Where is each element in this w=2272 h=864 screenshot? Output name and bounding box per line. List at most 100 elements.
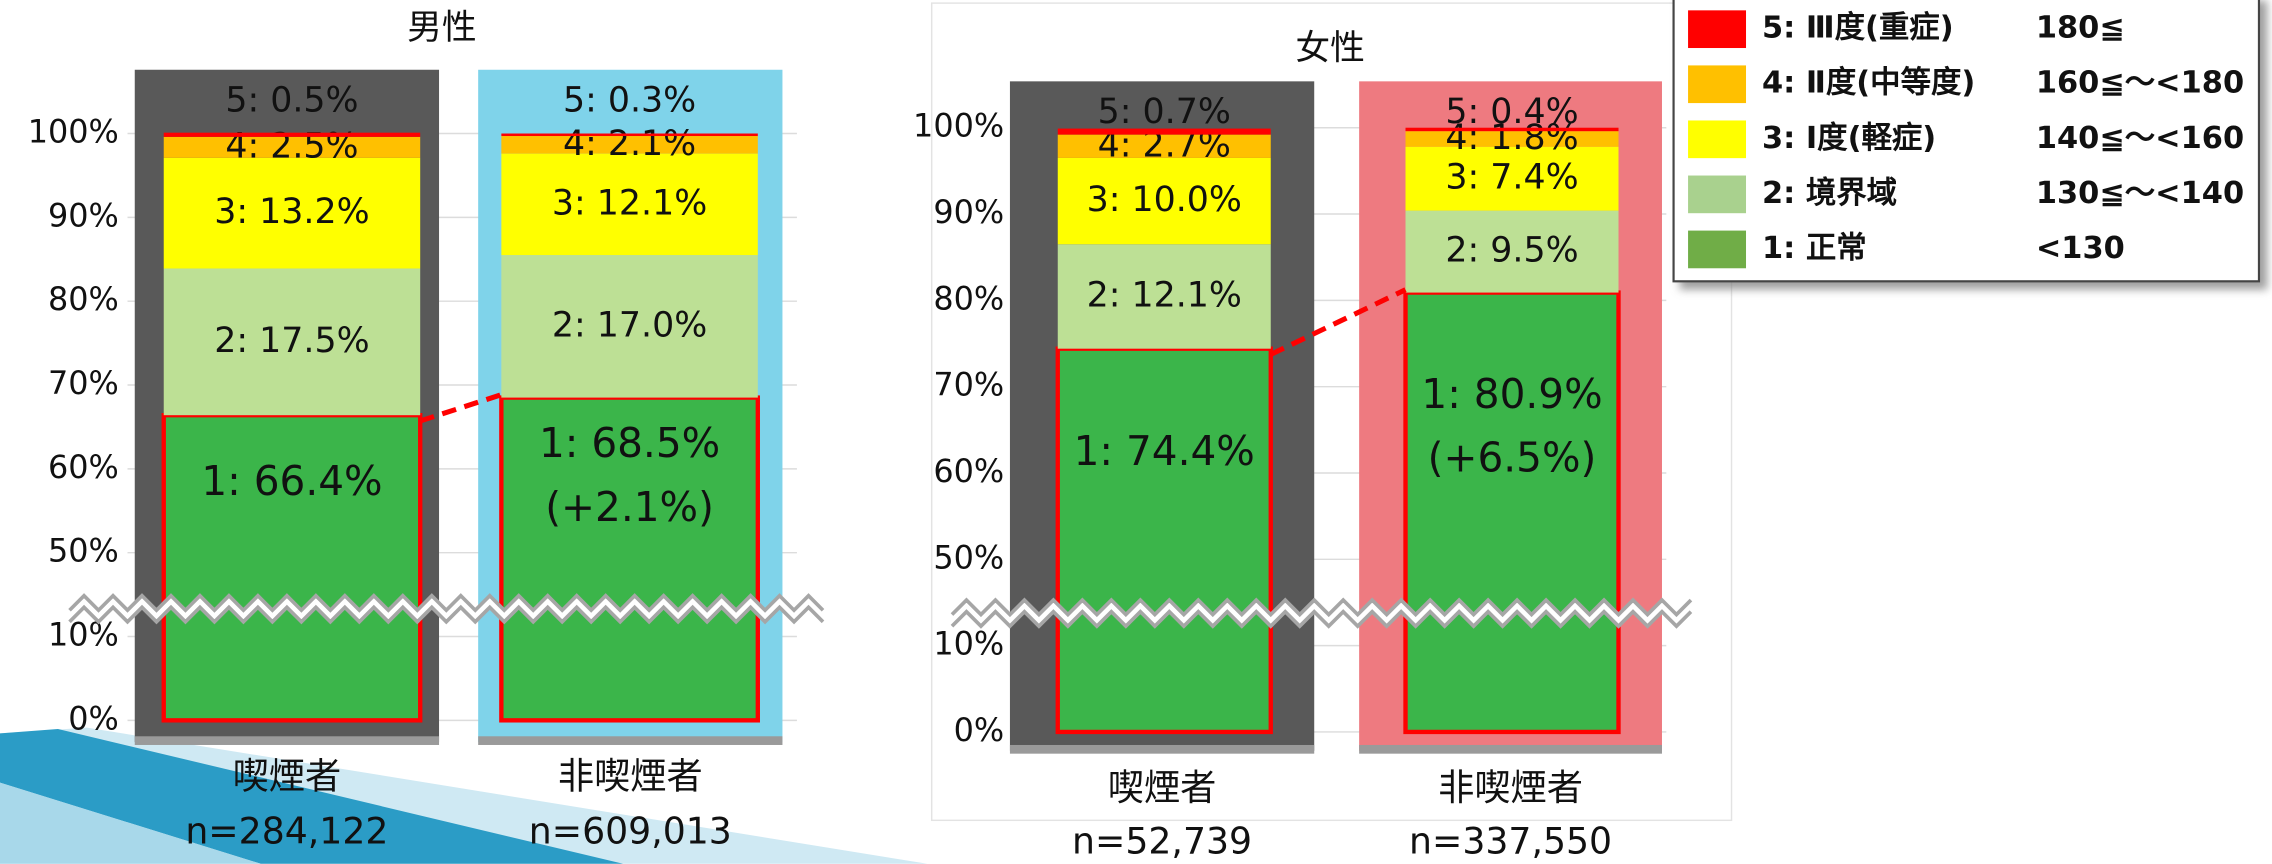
axis-break-fill [69, 595, 824, 622]
legend-swatch [1688, 65, 1747, 104]
y-tick-label: 50% [933, 538, 1004, 576]
y-tick-label: 80% [48, 280, 119, 318]
value-label: 2: 9.5% [1445, 231, 1578, 271]
y-tick-label: 10% [933, 625, 1004, 663]
legend-label: 3: Ⅰ度(軽症) [1762, 121, 1936, 156]
value-label: 5: 0.7% [1098, 92, 1231, 132]
legend-box [1672, 0, 2261, 283]
legend-range: 160≦～<180 [2036, 66, 2244, 101]
value-label: 5: 0.4% [1445, 92, 1578, 132]
bar-segment [501, 153, 758, 256]
bar-segment [1403, 290, 1621, 735]
value-label: 5: 0.5% [225, 81, 358, 121]
bar-segment [1055, 346, 1273, 735]
chart-title: 女性 [1295, 28, 1365, 68]
axis-base [1359, 744, 1662, 754]
bar-segment [501, 133, 758, 137]
legend-label: 1: 正常 [1762, 231, 1867, 266]
x-tick-label: 非喫煙者 [1438, 766, 1583, 809]
y-tick-label: 60% [48, 448, 119, 486]
value-label: 1: 80.9% [1421, 370, 1602, 418]
y-tick-label: 0% [954, 711, 1005, 749]
axis-break [68, 593, 825, 613]
x-tick-label: 非喫煙者 [558, 754, 703, 797]
chart: 女性 0% 10% 50% 60% 70% 80% 90% 100% 1: 74.4% 2: 12.… [913, 28, 1693, 863]
y-tick-label: 0% [68, 699, 119, 737]
y-tick-label: 100% [913, 107, 1004, 145]
legend-swatch [1688, 10, 1747, 49]
value-label: 3: 10.0% [1087, 180, 1242, 220]
bar-segment [1405, 146, 1619, 211]
legend-label: 5: Ⅲ度(重症) [1762, 11, 1954, 46]
legend-range: 180≦ [2036, 11, 2125, 46]
axis-break [950, 609, 1693, 629]
value-label: 1: 68.5% [539, 419, 720, 467]
legend: 5: Ⅲ度(重症) 180≦ 4: Ⅱ度(中等度) 160≦～<180 3: Ⅰ度(軽症… [1672, 0, 2261, 283]
value-label: 5: 0.3% [563, 81, 696, 121]
axis-base [134, 736, 440, 745]
bar-segment [163, 136, 421, 158]
legend-range: <130 [2036, 231, 2125, 266]
legend-swatch [1688, 175, 1747, 214]
sample-size: n=337,550 [1409, 820, 1612, 863]
axis-base [1009, 744, 1315, 754]
axis-break-fill [951, 600, 1691, 627]
y-tick-label: 50% [48, 532, 119, 570]
legend-swatch [1688, 230, 1747, 269]
axis-break [68, 604, 825, 625]
sample-size: n=609,013 [529, 809, 732, 852]
bar-segment [1057, 128, 1271, 135]
value-label: 2: 12.1% [1087, 275, 1242, 315]
legend-label: 4: Ⅱ度(中等度) [1762, 65, 1975, 101]
connector [419, 392, 503, 424]
y-tick-label: 10% [48, 616, 119, 654]
y-tick-label: 80% [933, 279, 1004, 317]
y-tick-label: 90% [48, 196, 119, 234]
annotation: (+6.5%) [1428, 434, 1597, 482]
bar-segment [501, 136, 758, 154]
y-tick-label: 100% [28, 113, 119, 151]
value-label: 4: 2.1% [563, 124, 696, 164]
x-tick-label: 喫煙者 [233, 754, 342, 797]
bar-segment [163, 132, 421, 137]
x-tick-label: 喫煙者 [1108, 766, 1217, 809]
value-label: 3: 13.2% [214, 192, 369, 232]
bar-segment [1405, 127, 1619, 132]
sample-size: n=52,739 [1072, 820, 1252, 863]
value-label: 4: 1.8% [1445, 118, 1578, 158]
y-tick-label: 70% [933, 366, 1004, 404]
legend-range: 130≦～<140 [2036, 176, 2244, 211]
value-label: 3: 12.1% [552, 183, 707, 223]
decoration [0, 729, 624, 864]
legend-range: 140≦～<160 [2036, 121, 2244, 156]
value-label: 1: 66.4% [201, 457, 382, 505]
bar-segment [163, 157, 421, 269]
bar-segment [501, 255, 758, 398]
bar-segment [161, 413, 423, 723]
value-label: 1: 74.4% [1074, 427, 1255, 475]
bar-segment [163, 268, 421, 416]
value-label: 4: 2.5% [225, 126, 358, 166]
legend-swatch [1688, 120, 1747, 159]
axis-break [950, 597, 1693, 618]
chart-title: 男性 [407, 8, 477, 48]
chart: 男性 0% 10% 50% 60% 70% 80% 90% 100% 1: 66.4% 2: 17.… [28, 8, 825, 852]
sample-size: n=284,122 [185, 809, 388, 852]
connector [1269, 287, 1407, 357]
annotation: (+2.1%) [545, 483, 714, 531]
axis-base [478, 736, 783, 745]
y-tick-label: 70% [48, 364, 119, 402]
bar-segment [1405, 210, 1619, 293]
decoration [0, 782, 261, 864]
y-tick-label: 60% [933, 452, 1004, 490]
value-label: 2: 17.5% [214, 321, 369, 361]
bar-segment [1405, 131, 1619, 147]
y-tick-label: 90% [933, 193, 1004, 231]
value-label: 3: 7.4% [1445, 158, 1578, 198]
bar-segment [1057, 134, 1271, 158]
legend-label: 2: 境界域 [1762, 176, 1897, 211]
bar-segment [1057, 157, 1271, 245]
bar-segment [1057, 244, 1271, 349]
value-label: 2: 17.0% [552, 305, 707, 345]
